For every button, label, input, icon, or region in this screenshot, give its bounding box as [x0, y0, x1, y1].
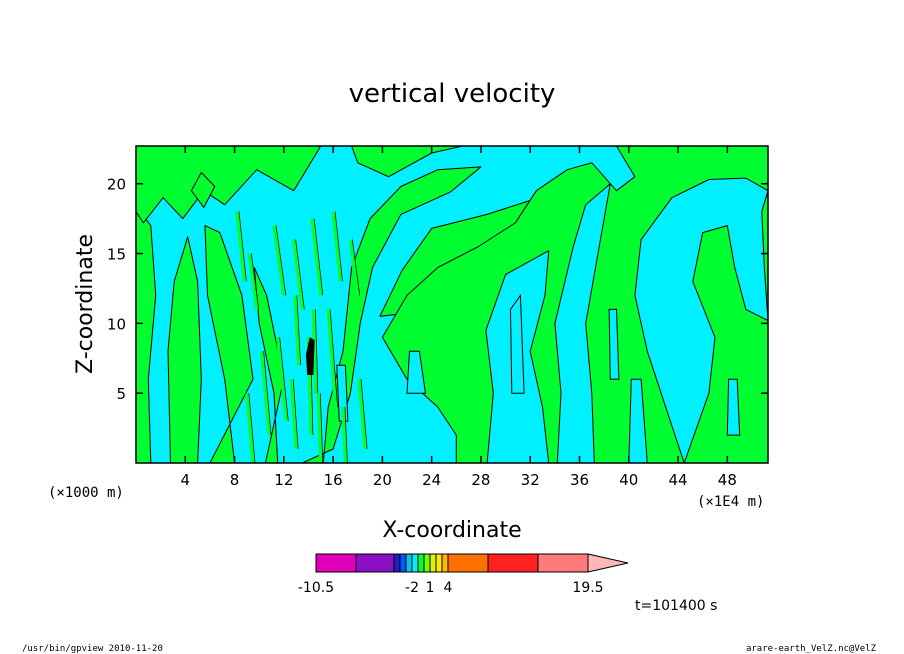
footer-right: arare-earth_VelZ.nc@VelZ	[746, 644, 877, 654]
x-multiplier-label: (×1E4 m)	[697, 494, 764, 510]
updraft-streak-15	[247, 253, 259, 310]
colorbar-label-1: -2	[405, 580, 419, 596]
streak-contour-13	[352, 239, 361, 296]
updraft-streak-7	[341, 407, 348, 464]
positive-region-11	[190, 172, 216, 208]
time-label: t=101400 s	[635, 598, 717, 614]
colorbar-band-7	[423, 553, 431, 573]
streak-contour-10	[295, 239, 305, 310]
streak-contour-12	[334, 211, 343, 282]
updraft-streak-5	[316, 393, 323, 464]
colorbar-label-4: 19.5	[572, 580, 603, 596]
colorbar-band-10	[441, 553, 449, 573]
positive-region-3	[204, 225, 254, 464]
updraft-streak-2	[275, 337, 289, 422]
contour-field	[135, 145, 769, 464]
streak-contour-17	[296, 295, 301, 366]
x-tick-label-9: 40	[619, 471, 638, 489]
updraft-streak-13	[348, 239, 360, 296]
updraft-streak-6	[326, 309, 338, 408]
colorbar-band-2	[393, 553, 401, 573]
y-axis-title: Z-coordinate	[73, 234, 98, 374]
colorbar-band-1	[355, 553, 395, 573]
plot-frame	[135, 145, 769, 464]
colorbar-band-8	[429, 553, 437, 573]
x-tick-label-2: 12	[274, 471, 293, 489]
x-unit-label: (×1000 m)	[48, 485, 124, 501]
x-ticks: 4 8 12 16 20 24 28 32 36 40 44 48	[181, 146, 737, 489]
x-tick-label-4: 20	[373, 471, 392, 489]
chart-title: vertical velocity	[349, 79, 556, 109]
y-tick-label-2: 15	[107, 246, 126, 264]
footer-left: /usr/bin/gpview 2010-11-20	[22, 644, 163, 654]
updraft-streak-8	[357, 379, 367, 450]
updraft-streak-10	[291, 239, 305, 310]
negative-island-3	[608, 308, 620, 380]
y-tick-label-0: 5	[116, 385, 126, 403]
colorbar-band-11	[447, 553, 489, 573]
colorbar-band-6	[417, 553, 425, 573]
x-tick-label-0: 4	[181, 471, 191, 489]
positive-region-8	[381, 145, 769, 464]
x-tick-label-10: 44	[669, 471, 688, 489]
x-tick-label-5: 24	[422, 471, 441, 489]
positive-region-2	[167, 236, 202, 464]
x-tick-label-7: 32	[521, 471, 540, 489]
streak-contour-11	[313, 218, 324, 296]
x-tick-label-1: 8	[230, 471, 240, 489]
negative-island-4	[406, 350, 427, 394]
negative-island-2	[509, 293, 525, 394]
streak-contour-3	[292, 379, 299, 450]
colorbar-band-3	[399, 553, 407, 573]
updraft-streak-3	[289, 379, 298, 450]
updraft-streak-17	[293, 295, 301, 366]
updraft-streak-0	[245, 393, 255, 464]
colorbar-tick-labels: -10.5 -2 1 4 19.5	[298, 580, 604, 596]
updraft-streak-14	[235, 211, 247, 282]
strong-core	[306, 337, 315, 375]
updraft-streak-11	[310, 218, 323, 296]
updraft-streak-9	[272, 225, 286, 296]
colorbar-label-3: 4	[444, 580, 453, 596]
colorbar-band-9	[435, 553, 443, 573]
y-tick-label-1: 10	[107, 315, 126, 333]
x-tick-label-8: 36	[570, 471, 589, 489]
colorbar-label-0: -10.5	[298, 580, 334, 596]
x-axis-title: X-coordinate	[382, 518, 521, 543]
streak-contour-2	[279, 337, 289, 422]
streak-contour-1	[263, 351, 272, 436]
y-ticks: 5 10 15 20	[107, 176, 768, 403]
x-tick-label-3: 16	[324, 471, 343, 489]
streak-contour-5	[319, 393, 324, 464]
x-tick-label-6: 28	[471, 471, 490, 489]
streak-contour-0	[248, 393, 256, 464]
streak-contour-7	[344, 407, 348, 464]
colorbar-arrow	[587, 553, 629, 573]
streak-contour-8	[360, 379, 368, 450]
colorbar	[315, 553, 629, 573]
colorbar-band-5	[411, 553, 419, 573]
updraft-streak-12	[331, 211, 343, 282]
y-tick-label-3: 20	[107, 176, 126, 194]
streak-contour-14	[238, 211, 247, 282]
colorbar-band-4	[405, 553, 413, 573]
colorbar-band-12	[487, 553, 539, 573]
updraft-streak-16	[311, 309, 318, 394]
colorbar-band-13	[537, 553, 589, 573]
streak-contour-9	[275, 225, 287, 296]
negative-island-5	[726, 378, 741, 436]
x-tick-label-11: 48	[718, 471, 737, 489]
streak-contour-6	[329, 309, 338, 408]
streak-contour-16	[315, 309, 319, 394]
colorbar-label-2: 1	[426, 580, 435, 596]
updraft-streak-1	[259, 351, 271, 436]
streak-contour-15	[250, 253, 260, 310]
colorbar-band-0	[315, 553, 357, 573]
